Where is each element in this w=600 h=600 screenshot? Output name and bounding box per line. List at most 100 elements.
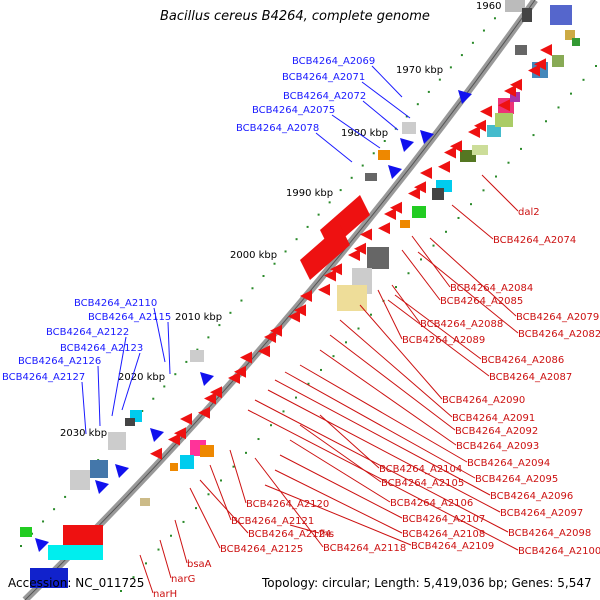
tick-dot-outer (449, 66, 452, 69)
red-gene-arrow (510, 78, 522, 91)
blue-gene-label: BCB4264_A2078 (236, 123, 319, 134)
tick-dot-inner (282, 410, 285, 413)
tick-dot-inner (532, 134, 535, 137)
red-gene-label: BCB4264_A2105 (381, 478, 464, 489)
red-gene-leader (284, 371, 476, 479)
gene-block (412, 206, 426, 218)
red-gene-leader (401, 249, 441, 301)
gene-block (125, 418, 135, 426)
red-gene-arrow (204, 392, 216, 405)
tick-dot-outer (262, 275, 265, 277)
tick-dot-inner (445, 230, 447, 233)
red-gene-leader (417, 251, 519, 334)
red-gene-leader (174, 519, 188, 564)
tick-dot-outer (438, 78, 441, 81)
red-gene-leader (279, 454, 403, 519)
tick-dot-inner (582, 78, 585, 81)
tick-dot-inner (145, 562, 147, 565)
tick-dot-inner (457, 216, 460, 219)
red-gene-leader (289, 524, 320, 534)
red-gene-label: BCB4264_A2107 (402, 514, 485, 525)
gene-block (510, 92, 520, 102)
genome-title: Bacillus cereus B4264, complete genome (160, 9, 430, 24)
gene-block (90, 460, 108, 478)
tick-dot-outer (339, 189, 342, 192)
gene-block (550, 5, 572, 25)
red-gene-label: BCB4264_A2096 (490, 491, 573, 502)
tick-dot-outer (372, 152, 375, 155)
red-gene-leader (481, 174, 519, 212)
tick-dot-outer (196, 348, 199, 351)
red-gene-leader (451, 204, 494, 240)
red-gene-arrow (534, 58, 546, 71)
blue-gene-arrow (400, 138, 414, 152)
red-gene-label: BCB4264_A2079 (516, 312, 599, 323)
red-gene-arrow (294, 304, 306, 317)
red-gene-leader (189, 487, 221, 549)
red-gene-arrow (348, 249, 360, 261)
red-gene-label: BCB4264_A2095 (475, 474, 558, 485)
red-gene-leader (209, 464, 232, 521)
tick-dot-inner (507, 161, 510, 164)
tick-dot-inner (520, 147, 522, 150)
gene-block (400, 220, 410, 228)
red-gene-arrow (174, 427, 186, 440)
red-gene-arrow (420, 167, 432, 179)
red-gene-leader (359, 304, 443, 400)
red-gene-arrow (354, 242, 366, 255)
blue-gene-label: BCB4264_A2069 (292, 56, 375, 67)
gene-block (200, 445, 214, 457)
tick-dot-inner (307, 382, 310, 385)
ruler-label: 2030 kbp (60, 428, 107, 439)
tick-dot-inner (120, 590, 122, 592)
tick-dot-inner (545, 120, 547, 123)
red-gene-arrow (228, 372, 240, 384)
gene-block (522, 8, 532, 22)
tick-dot-outer (405, 115, 408, 118)
tick-dot-outer (416, 103, 419, 106)
tick-dot-outer (361, 164, 364, 167)
tick-dot-inner (420, 258, 422, 261)
tick-dot-inner (370, 313, 372, 316)
tick-dot-inner (257, 438, 260, 441)
red-gene-arrow (444, 146, 456, 159)
blue-gene-leader (371, 65, 403, 98)
red-gene-leader (199, 479, 249, 534)
tick-dot-outer (207, 336, 210, 339)
gene-block (565, 30, 575, 40)
tick-dot-outer (328, 201, 331, 204)
red-gene-arrow (528, 64, 540, 77)
red-gene-leader (289, 439, 391, 503)
red-gene-label: BCB4264_A2108 (402, 529, 485, 540)
blue-gene-label: BCB4264_A2123 (60, 343, 143, 354)
red-gene-block (300, 225, 350, 280)
tick-dot-outer (218, 324, 221, 327)
tick-dot-inner (207, 493, 210, 496)
red-gene-arrow (180, 413, 192, 425)
gene-block (515, 45, 527, 55)
blue-gene-leader (361, 81, 411, 119)
gene-block (190, 350, 204, 362)
red-gene-leader (254, 457, 324, 548)
red-gene-label: BCB4264_A2082 (518, 329, 600, 340)
red-gene-leader (247, 409, 519, 551)
gene-block (472, 145, 488, 155)
red-gene-arrow (504, 85, 516, 97)
ruler-label: 2000 kbp (230, 250, 277, 261)
red-gene-label: BCB4264_A2104 (379, 464, 462, 475)
red-gene-label: BCB4264_A2124 (248, 529, 331, 540)
ruler-label: 1960 kbp (476, 1, 523, 12)
cyan-gene-block (48, 545, 103, 560)
red-gene-arrow (300, 290, 312, 302)
red-gene-arrow (210, 386, 222, 399)
red-gene-arrow (258, 345, 270, 358)
tick-dot-outer (240, 299, 243, 302)
blue-gene-leader (97, 365, 101, 427)
genome-summary-text: Topology: circular; Length: 5,419,036 bp… (262, 576, 592, 590)
red-gene-arrow (450, 140, 462, 153)
red-gene-leader (329, 334, 456, 431)
tick-dot-outer (460, 54, 463, 57)
red-gene-label: BCB4264_A2094 (467, 458, 550, 469)
